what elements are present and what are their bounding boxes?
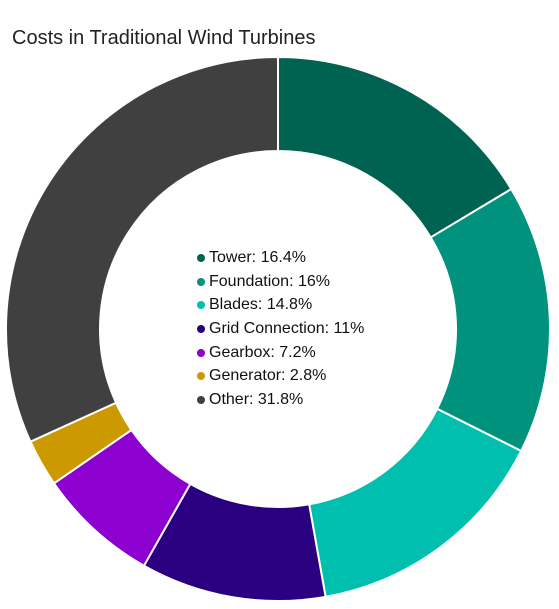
slice-other [5, 55, 279, 444]
legend-dot-icon [197, 253, 205, 262]
chart-title: Costs in Traditional Wind Turbines [12, 27, 316, 49]
legend-dot-icon [197, 372, 205, 381]
legend-item: Grid Connection: 11% [197, 317, 364, 341]
legend-item: Tower: 16.4% [197, 246, 364, 270]
legend-dot-icon [197, 301, 205, 310]
slice-foundation [429, 187, 551, 453]
legend-label: Tower: 16.4% [209, 249, 306, 266]
legend-item: Foundation: 16% [197, 270, 364, 294]
legend: Tower: 16.4% Foundation: 16% Blades: 14.8%… [197, 246, 364, 412]
legend-label: Foundation: 16% [209, 272, 330, 290]
legend-label: Gearbox: 7.2% [209, 343, 316, 361]
legend-item: Gearbox: 7.2% [197, 341, 364, 365]
legend-label: Blades: 14.8% [209, 296, 313, 314]
legend-label: Grid Connection: 11% [209, 320, 365, 338]
legend-dot-icon [197, 395, 205, 404]
legend-item: Blades: 14.8% [197, 293, 364, 317]
legend-label: Generator: 2.8% [209, 367, 327, 385]
legend-item: Other: 31.8% [197, 388, 364, 412]
legend-label: Other: 31.8% [209, 391, 304, 409]
legend-dot-icon [197, 277, 205, 286]
legend-item: Generator: 2.8% [197, 364, 364, 388]
legend-dot-icon [197, 348, 205, 357]
legend-dot-icon [197, 324, 205, 333]
slice-blades [307, 407, 523, 598]
